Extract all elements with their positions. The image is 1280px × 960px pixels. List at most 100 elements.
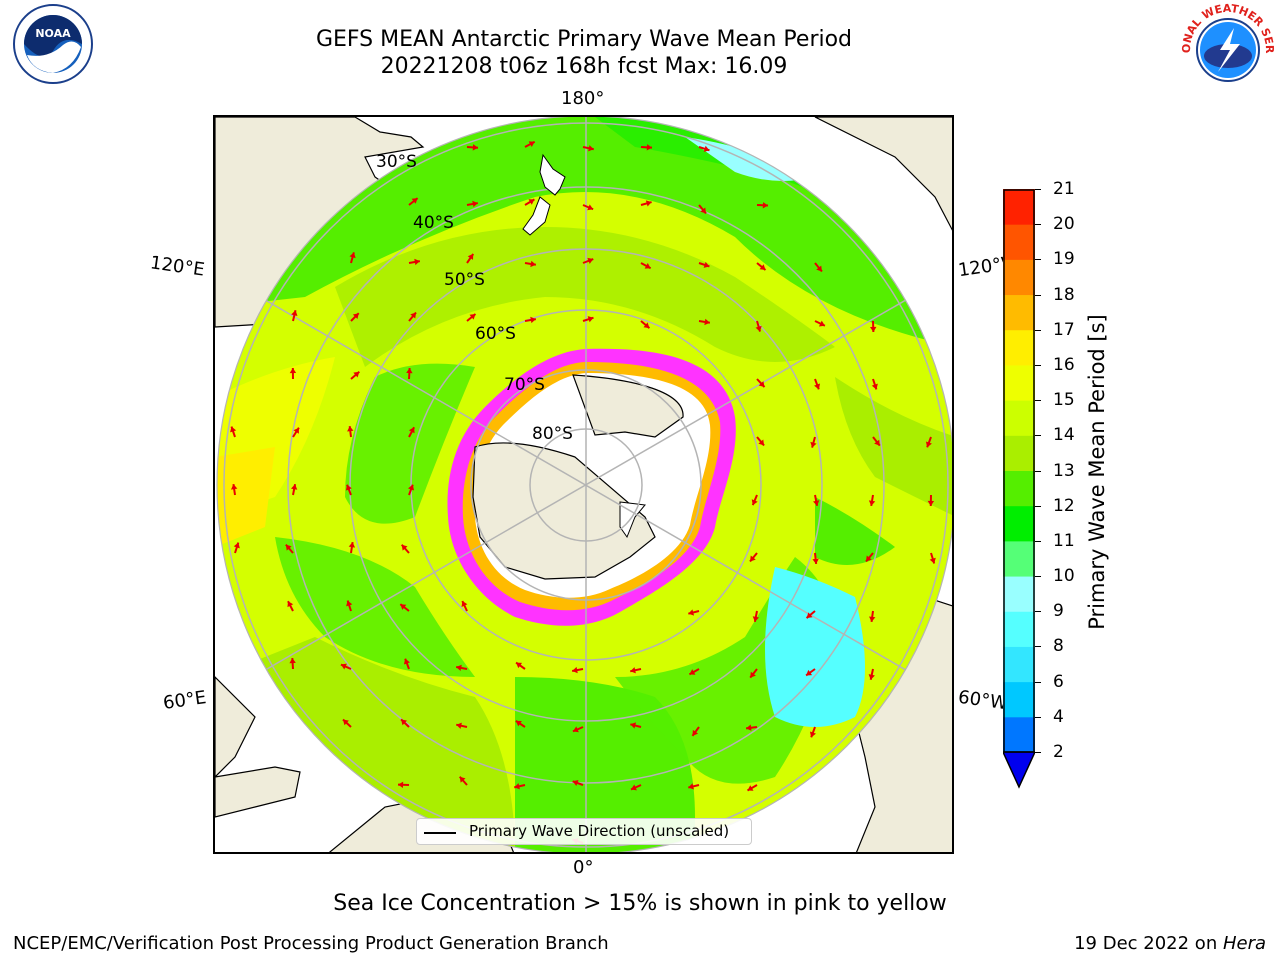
wave-arrow-head: [290, 484, 298, 490]
colorbar-tick-label: 16: [1053, 354, 1075, 375]
wave-arrow-head: [643, 322, 650, 329]
wave-direction-arrows: [230, 140, 936, 845]
wave-arrow-head: [456, 664, 462, 672]
polar-map: [215, 117, 952, 852]
wave-arrow-head: [758, 381, 765, 388]
colorbar-tick-mark: [1035, 646, 1041, 648]
wave-arrow-head: [866, 555, 872, 562]
wave-arrow-head: [400, 604, 407, 610]
wave-arrow-head: [230, 426, 237, 433]
wave-arrow-head: [285, 544, 292, 551]
wave-arrow-head: [868, 500, 876, 506]
wave-arrow-head: [572, 726, 579, 733]
lat-label-80s: 80°S: [532, 424, 573, 444]
wave-arrow-head: [230, 484, 238, 490]
wave-arrow-head: [703, 145, 710, 152]
colorbar-tick-label: 4: [1053, 706, 1064, 727]
footer-host: Hera: [1222, 933, 1266, 954]
wave-arrow-head: [874, 439, 880, 446]
wave-arrow-head: [762, 202, 768, 209]
wave-arrow-head: [630, 667, 636, 674]
wave-arrow-head: [816, 265, 822, 272]
legend-line-swatch: [424, 832, 456, 834]
colorbar-tick-mark: [1035, 224, 1041, 226]
legend-label: Primary Wave Direction (unscaled): [469, 822, 730, 840]
wave-arrow-head: [572, 779, 579, 787]
map-title: GEFS MEAN Antarctic Primary Wave Mean Pe…: [315, 27, 853, 52]
colorbar-extend-triangle: [1003, 751, 1035, 789]
colorbar-segment: [1003, 576, 1035, 612]
wave-arrow-head: [630, 722, 637, 729]
wave-arrow-head: [810, 441, 817, 448]
wave-arrow-head: [233, 542, 240, 549]
wave-arrow-head: [929, 557, 936, 564]
wave-arrow-head: [688, 609, 695, 616]
colorbar-tick-mark: [1035, 294, 1041, 296]
wave-arrow-head: [515, 720, 522, 727]
colorbar-tick-label: 6: [1053, 671, 1064, 692]
wave-arrow-head: [871, 383, 878, 390]
wave-arrow-head: [403, 658, 410, 665]
colorbar-tick-mark: [1035, 540, 1041, 542]
colorbar-tick-mark: [1035, 611, 1041, 613]
wave-arrow-head: [587, 257, 594, 264]
wave-arrow-head: [287, 601, 294, 608]
colorbar-tick-label: 13: [1053, 460, 1075, 481]
colorbar-tick-label: 2: [1053, 742, 1064, 762]
colorbar-tick-label: 17: [1053, 319, 1075, 340]
footer-date-text: 19 Dec 2022 on: [1074, 933, 1223, 954]
wave-arrow-head: [700, 207, 707, 214]
wave-arrow-head: [869, 616, 876, 622]
wave-arrow-head: [750, 671, 756, 678]
wave-arrow-head: [353, 371, 360, 378]
wave-arrow-head: [401, 719, 407, 726]
wave-arrow-head: [818, 320, 825, 327]
wave-arrow-head: [746, 724, 752, 731]
colorbar-segment: [1003, 294, 1035, 331]
wave-arrow-head: [530, 260, 536, 268]
colorbar-tick-mark: [1035, 576, 1041, 578]
antarctica: [447, 348, 736, 626]
wave-arrow-head: [514, 783, 520, 790]
colorbar-tick-mark: [1035, 681, 1041, 683]
wave-arrow-head: [572, 666, 578, 674]
lon-label-60w: 60°W: [956, 686, 1009, 715]
colorbar-outline: [1003, 189, 1035, 753]
colorbar-tick-label: 9: [1053, 601, 1064, 622]
wave-arrow-head: [812, 558, 819, 564]
lon-label-60e: 60°E: [161, 687, 208, 714]
wave-arrow-head: [688, 783, 694, 790]
colorbar-tick-label: 12: [1053, 495, 1075, 516]
wave-arrow-head: [408, 484, 415, 491]
wave-arrow-head: [806, 669, 813, 676]
wave-arrow-head: [469, 313, 476, 320]
wave-arrow-head: [345, 484, 352, 491]
wave-arrow-head: [751, 499, 758, 506]
wave-arrow-head: [704, 318, 710, 326]
wave-arrow-head: [516, 662, 523, 669]
colorbar-tick-mark: [1035, 364, 1041, 366]
wave-arrow-head: [806, 612, 813, 619]
wave-arrow-head: [410, 312, 417, 319]
map-frame: [213, 115, 954, 854]
wave-arrow-head: [472, 144, 478, 151]
wave-arrow-head: [752, 616, 760, 622]
wave-arrow-head: [293, 427, 299, 434]
wave-arrow-head: [588, 145, 594, 152]
colorbar-segment: [1003, 259, 1035, 296]
wave-arrow-head: [459, 776, 466, 783]
colorbar-tick-label: 10: [1053, 566, 1075, 587]
colorbar-tick-label: 11: [1053, 530, 1075, 551]
wave-arrow-head: [646, 144, 652, 151]
wave-arrow-head: [869, 326, 877, 332]
wave-arrow-head: [352, 313, 359, 320]
wave-arrow-head: [401, 544, 408, 551]
wave-arrow-head: [348, 542, 356, 548]
wave-arrow-head: [472, 200, 478, 208]
wave-arrow-head: [809, 731, 816, 738]
wave-arrow-head: [342, 719, 349, 726]
wave-arrow-head: [750, 555, 756, 562]
colorbar-segment: [1003, 435, 1035, 471]
colorbar-segment: [1003, 681, 1035, 718]
wave-arrow-head: [630, 784, 637, 791]
